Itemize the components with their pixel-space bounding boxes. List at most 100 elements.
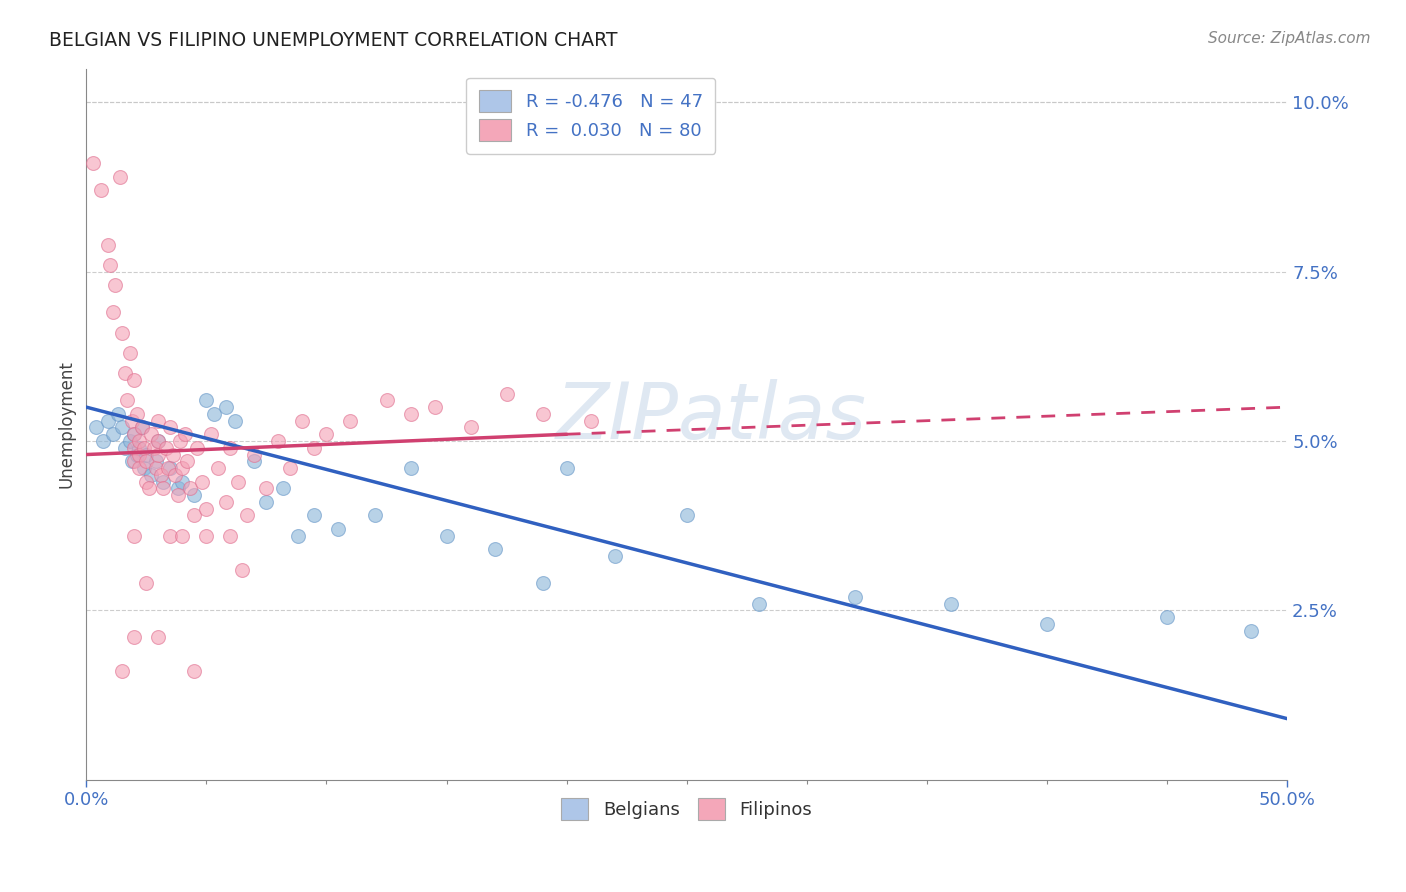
Point: [531, 576, 554, 591]
Point: [107, 407, 129, 421]
Point: [152, 475, 174, 489]
Point: [186, 441, 208, 455]
Point: [111, 665, 134, 679]
Point: [436, 529, 458, 543]
Point: [495, 386, 517, 401]
Point: [97, 237, 120, 252]
Point: [124, 373, 146, 387]
Point: [148, 414, 170, 428]
Point: [124, 454, 146, 468]
Point: [118, 434, 141, 448]
Point: [148, 448, 170, 462]
Point: [84, 420, 107, 434]
Point: [124, 529, 146, 543]
Point: [243, 448, 266, 462]
Point: [98, 258, 121, 272]
Point: [280, 461, 302, 475]
Point: [125, 448, 148, 462]
Point: [132, 461, 155, 475]
Point: [135, 576, 157, 591]
Point: [236, 508, 259, 523]
Point: [219, 441, 242, 455]
Point: [399, 461, 422, 475]
Point: [165, 467, 187, 482]
Point: [124, 441, 146, 455]
Point: [1240, 624, 1263, 638]
Point: [149, 467, 172, 482]
Point: [484, 542, 506, 557]
Point: [195, 501, 218, 516]
Point: [121, 414, 143, 428]
Point: [172, 529, 194, 543]
Point: [243, 454, 266, 468]
Point: [399, 407, 422, 421]
Point: [131, 420, 153, 434]
Point: [139, 467, 162, 482]
Point: [172, 461, 194, 475]
Point: [159, 529, 181, 543]
Point: [108, 169, 131, 184]
Point: [128, 448, 150, 462]
Point: [166, 488, 188, 502]
Point: [145, 461, 167, 475]
Point: [675, 508, 697, 523]
Point: [138, 482, 160, 496]
Point: [111, 420, 134, 434]
Point: [304, 441, 326, 455]
Point: [363, 508, 385, 523]
Point: [375, 393, 398, 408]
Point: [135, 475, 157, 489]
Point: [214, 400, 236, 414]
Text: ZIPatlas: ZIPatlas: [555, 379, 866, 455]
Point: [156, 461, 179, 475]
Point: [131, 420, 153, 434]
Point: [183, 488, 205, 502]
Point: [91, 434, 114, 448]
Point: [155, 441, 177, 455]
Point: [219, 529, 242, 543]
Text: BELGIAN VS FILIPINO UNEMPLOYMENT CORRELATION CHART: BELGIAN VS FILIPINO UNEMPLOYMENT CORRELA…: [49, 31, 617, 50]
Point: [531, 407, 554, 421]
Point: [124, 631, 146, 645]
Point: [579, 414, 602, 428]
Point: [195, 393, 218, 408]
Point: [142, 441, 165, 455]
Point: [173, 427, 195, 442]
Point: [90, 183, 112, 197]
Point: [121, 454, 143, 468]
Point: [132, 441, 155, 455]
Text: Source: ZipAtlas.com: Source: ZipAtlas.com: [1208, 31, 1371, 46]
Point: [148, 631, 170, 645]
Point: [159, 461, 181, 475]
Point: [82, 156, 104, 170]
Point: [254, 482, 277, 496]
Point: [555, 461, 578, 475]
Point: [118, 346, 141, 360]
Point: [135, 454, 157, 468]
Point: [748, 597, 770, 611]
Point: [267, 434, 290, 448]
Point: [226, 475, 249, 489]
Point: [101, 305, 124, 319]
Point: [152, 482, 174, 496]
Point: [939, 597, 962, 611]
Point: [124, 427, 146, 442]
Point: [844, 590, 866, 604]
Point: [148, 434, 170, 448]
Point: [148, 434, 170, 448]
Point: [128, 461, 150, 475]
Point: [172, 475, 194, 489]
Point: [271, 482, 294, 496]
Point: [190, 475, 212, 489]
Point: [111, 326, 134, 340]
Point: [224, 414, 246, 428]
Point: [176, 454, 198, 468]
Point: [145, 454, 167, 468]
Point: [159, 420, 181, 434]
Point: [183, 508, 205, 523]
Point: [128, 441, 150, 455]
Point: [162, 448, 184, 462]
Point: [291, 414, 314, 428]
Point: [304, 508, 326, 523]
Point: [214, 495, 236, 509]
